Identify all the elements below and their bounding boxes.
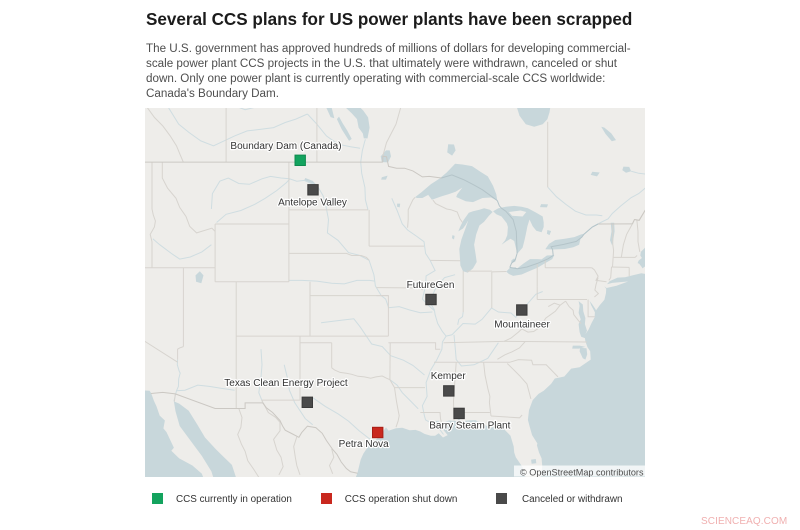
svg-text:Boundary Dam (Canada): Boundary Dam (Canada)	[230, 141, 341, 152]
svg-text:Antelope Valley: Antelope Valley	[278, 198, 347, 209]
svg-text:Mountaineer: Mountaineer	[494, 320, 550, 331]
svg-text:Barry Steam Plant: Barry Steam Plant	[429, 420, 510, 431]
svg-text:Kemper: Kemper	[431, 371, 467, 382]
svg-text:Texas Clean Energy Project: Texas Clean Energy Project	[224, 378, 348, 389]
svg-text:© OpenStreetMap contributors: © OpenStreetMap contributors	[520, 468, 644, 478]
svg-text:Petra Nova: Petra Nova	[339, 439, 389, 450]
svg-text:FutureGen: FutureGen	[407, 280, 455, 291]
